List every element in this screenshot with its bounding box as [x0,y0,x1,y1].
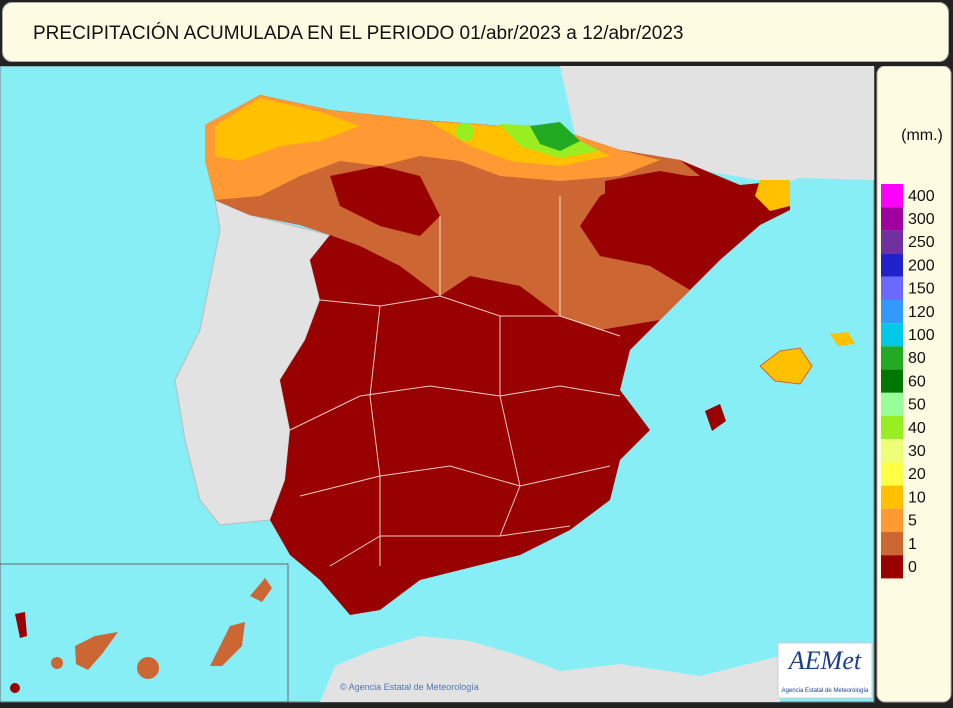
province-borders [289,196,621,567]
region-40mm [456,123,474,141]
legend-swatch [881,555,903,579]
title: PRECIPITACIÓN ACUMULADA EN EL PERIODO 01… [2,2,949,62]
region-80mm [530,122,580,151]
logo: AEMet [787,646,862,675]
legend-label: 20 [908,466,926,483]
legend-swatch [881,416,903,440]
legend-swatch [881,300,903,324]
legend-swatch [881,230,903,254]
legend-label: 300 [908,211,935,228]
la-palma [15,612,27,638]
gran-canaria [137,657,159,679]
legend-swatch [881,392,903,416]
mallorca [759,347,813,385]
legend-swatch [881,369,903,393]
legend-label: 250 [908,234,935,251]
legend-label: 80 [908,350,926,367]
fuerteventura [210,622,245,666]
la-gomera [51,657,63,669]
legend-label: 150 [908,281,935,298]
legend-label: 40 [908,420,926,437]
region-0mm [330,166,440,236]
legend-swatch [881,508,903,532]
legend-swatch [881,439,903,463]
canary-inset [0,563,289,703]
region-0mm [605,171,715,256]
legend-label: 0 [908,559,917,576]
el-hierro [10,683,20,693]
legend-swatch [881,184,903,208]
legend-swatch [881,253,903,277]
africa [320,636,780,702]
lanzarote [250,578,272,602]
legend-label: 120 [908,304,935,321]
legend-label: 200 [908,257,935,274]
legend-label: 10 [908,489,926,506]
legend-unit: (mm.) [901,127,943,144]
legend-swatch [881,485,903,509]
logo-subtitle: Agencia Estatal de Meteorología [782,688,869,694]
legend-swatch [881,532,903,556]
legend-label: 100 [908,327,935,344]
credit: © Agencia Estatal de Meteorología [340,682,479,692]
menorca [830,332,855,346]
legend-swatch [881,346,903,370]
tenerife [75,632,118,670]
logo-box [777,642,873,699]
legend-label: 30 [908,443,926,460]
legend-label: 1 [908,536,917,553]
legend-label: 5 [908,513,917,530]
legend-label: 50 [908,397,926,414]
region-10mm [215,98,360,161]
ibiza [705,404,726,431]
map-panel: © Agencia Estatal de Meteorología AEMet … [0,66,952,703]
legend-swatch [881,462,903,486]
legend-swatch [881,323,903,347]
legend-label: 60 [908,373,926,390]
region-10mm [755,180,790,211]
legend-swatch [881,207,903,231]
legend-label: 400 [908,188,935,205]
legend-swatch [881,276,903,300]
